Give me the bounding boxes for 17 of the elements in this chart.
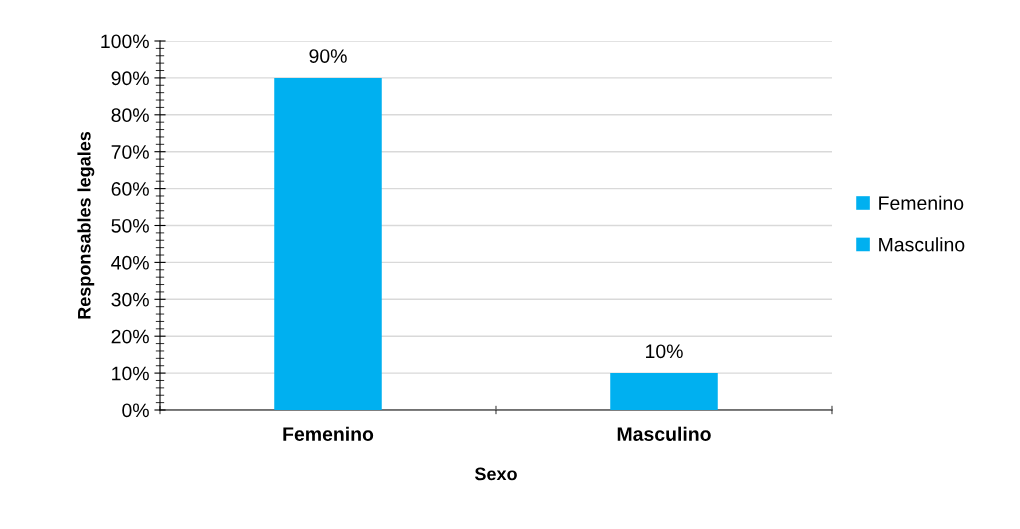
y-tick-label: 100% [101, 34, 149, 49]
y-tick-label: 30% [111, 292, 149, 307]
y-tick-label: 50% [111, 218, 149, 233]
x-axis-title: Sexo [474, 467, 517, 481]
y-tick-label: 10% [112, 366, 149, 381]
y-axis-title: Responsables legales [77, 131, 95, 319]
legend-label: Femenino [879, 195, 964, 210]
y-tick-label: 80% [111, 108, 149, 123]
y-tick-label: 90% [111, 71, 149, 86]
data-label: 10% [646, 344, 683, 359]
y-tick-label: 60% [111, 182, 149, 196]
y-tick-label: 0% [122, 403, 149, 418]
y-tick-label: 70% [111, 145, 149, 159]
data-label: 90% [309, 49, 347, 63]
y-tick-label: 20% [111, 329, 149, 344]
legend-label: Masculino [879, 237, 965, 252]
y-tick-label: 40% [111, 255, 149, 270]
